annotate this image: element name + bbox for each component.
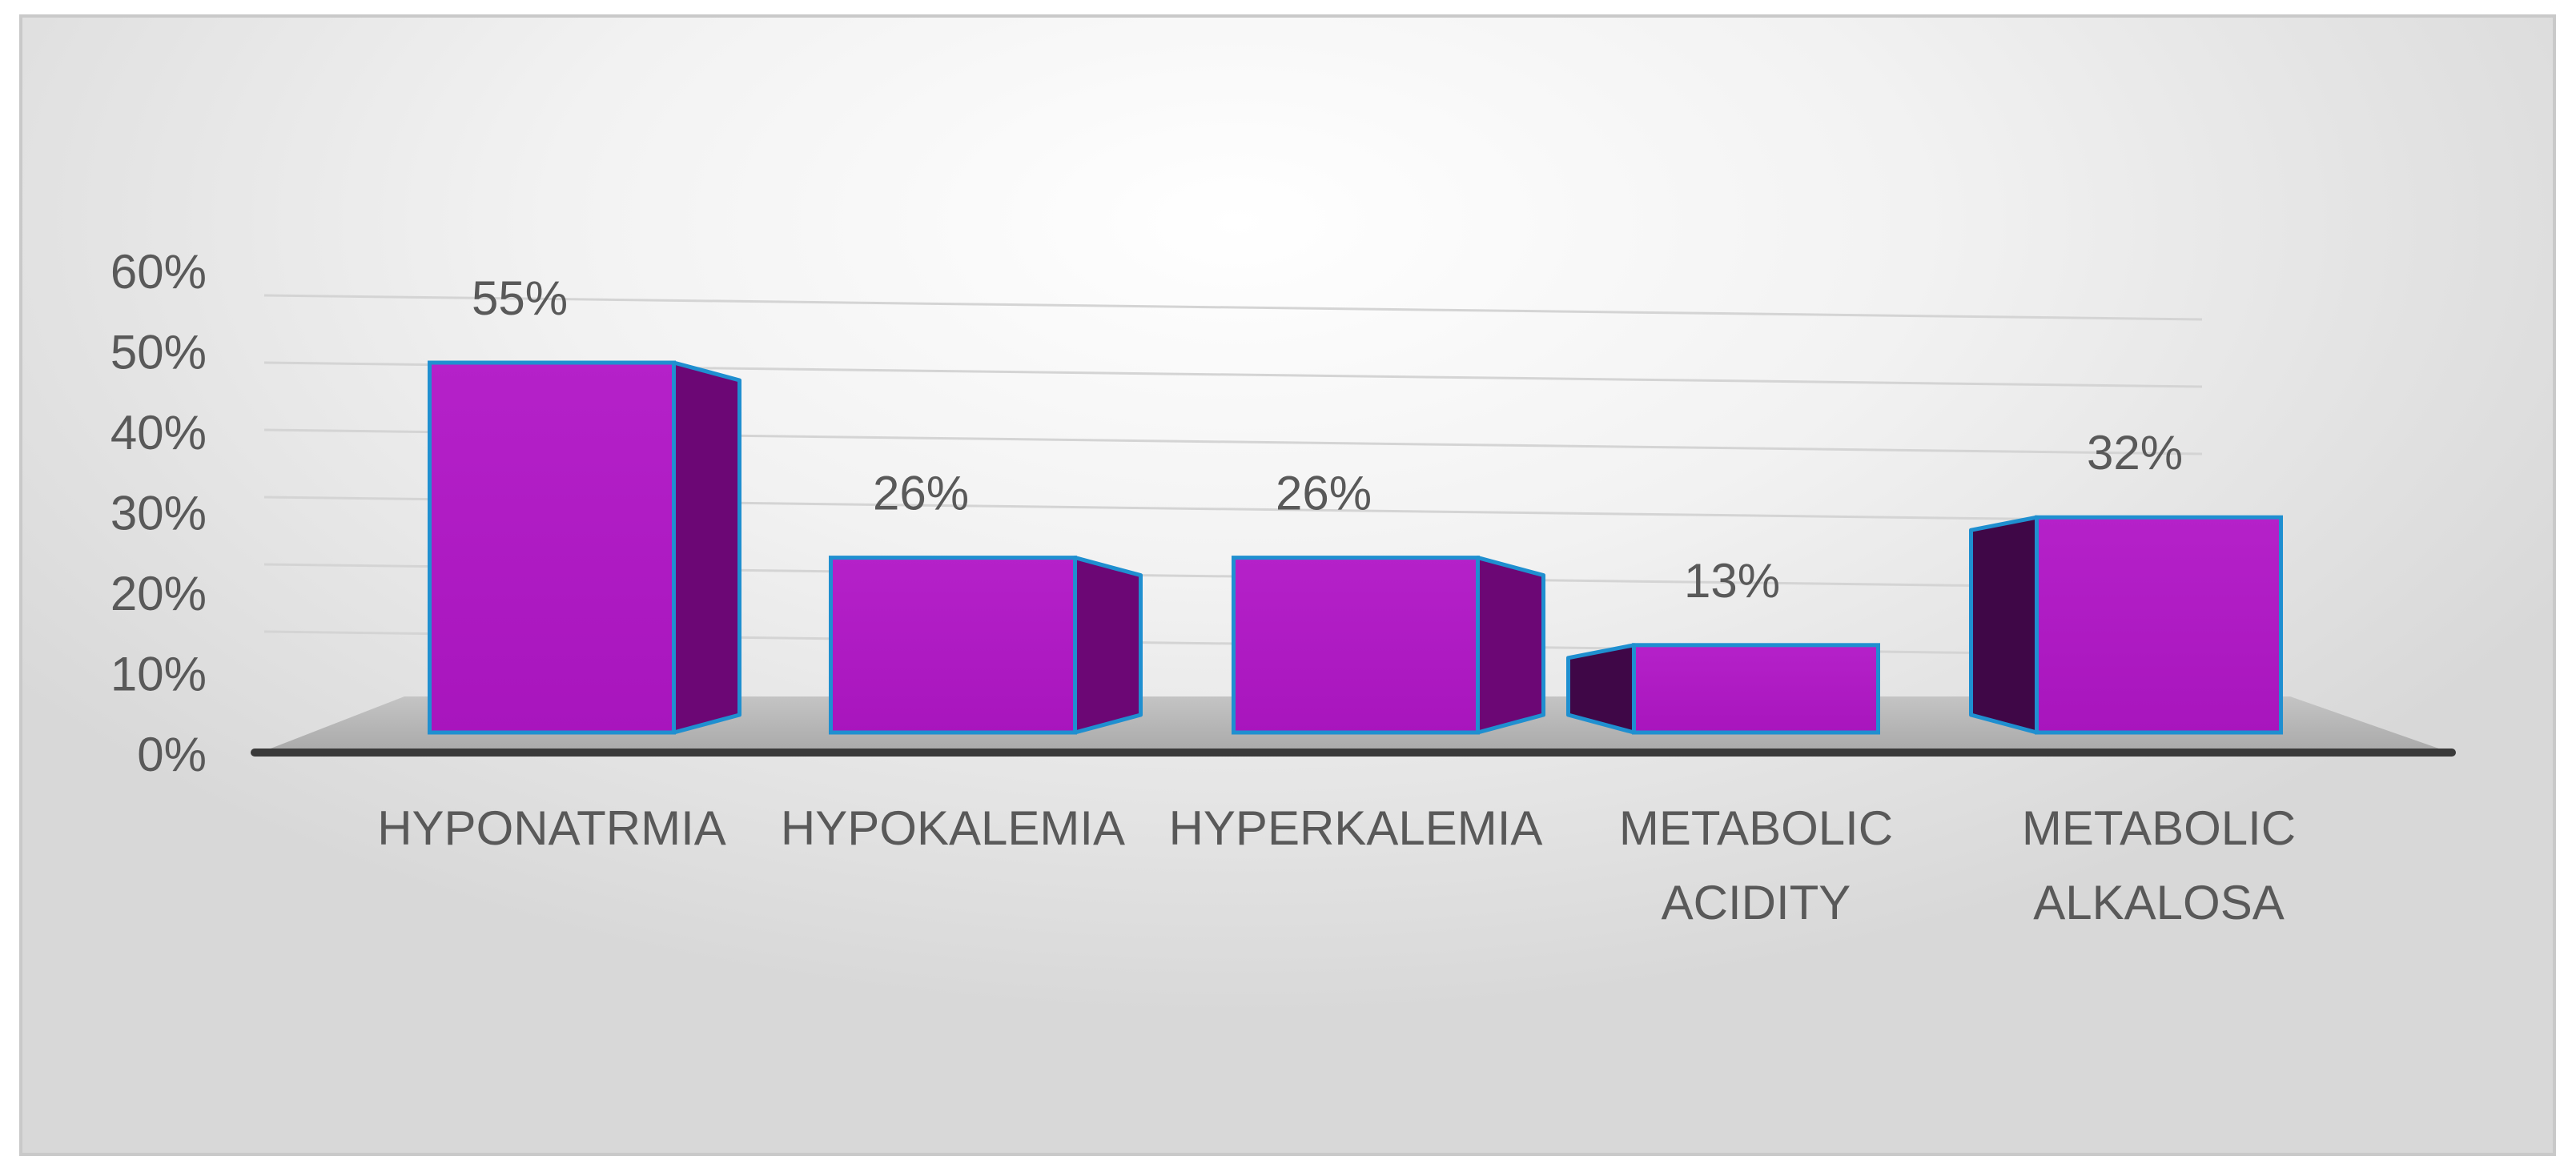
data-label: 13% [1684,554,1780,608]
y-tick-label: 30% [111,487,207,540]
data-label: 32% [2087,426,2183,480]
x-category-label: HYPERKALEMIA [1169,801,1543,855]
y-tick-label: 50% [111,326,207,379]
bar-side-face [1566,643,1636,735]
y-tick-label: 20% [111,567,207,620]
bar-side-face [672,360,741,735]
y-tick-label: 60% [111,245,207,299]
x-category-label: HYPOKALEMIA [781,801,1125,855]
bars [428,360,2283,735]
y-axis-ticks: 0% 10% 20% 30% 40% 50% 60% [111,245,207,781]
bar [1232,556,1545,735]
y-tick-label: 0% [137,728,207,781]
bar-front-face [829,556,1077,735]
x-axis-categories: HYPONATRMIA HYPOKALEMIA HYPERKALEMIA METABO… [377,801,2296,929]
bar-front-face [428,360,676,735]
bar-front-face [1632,643,1880,735]
bar [829,556,1143,735]
bar-side-face [1969,515,2039,735]
bar [1969,515,2283,735]
bar-side-face [1476,556,1545,735]
data-label: 55% [472,271,568,325]
x-category-label: HYPONATRMIA [377,801,726,855]
y-tick-label: 10% [111,648,207,701]
y-tick-label: 40% [111,406,207,460]
data-label: 26% [1276,467,1372,520]
x-category-label: METABOLIC ACIDITY [1619,801,1893,929]
gridline [263,294,2203,321]
data-label: 26% [873,467,969,520]
bar [1566,643,1880,735]
bar-front-face [2035,515,2283,735]
data-labels: 55% 26% 26% 13% 32% [472,271,2183,608]
x-category-label: METABOLIC ALKALOSA [2022,801,2296,929]
bar-front-face [1232,556,1480,735]
bar [428,360,741,735]
bar-side-face [1073,556,1143,735]
